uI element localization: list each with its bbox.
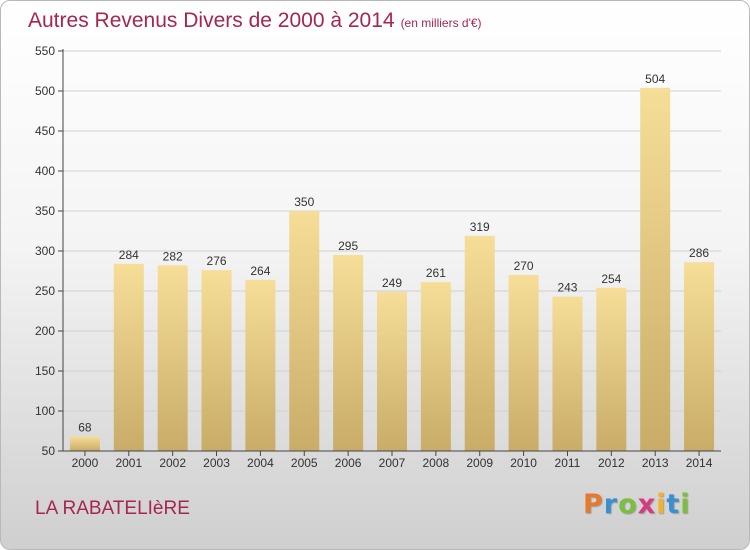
data-label: 270 [514, 259, 534, 273]
x-tick-label: 2005 [291, 456, 318, 470]
chart-title-main: Autres Revenus Divers de 2000 à 2014 [28, 9, 395, 32]
y-tick-label: 150 [35, 364, 55, 378]
bar [245, 279, 276, 451]
data-labels: 68 284 282 276 264 350 295 249 261 319 270 243 254 50… [78, 72, 709, 435]
x-tick-label: 2007 [379, 456, 406, 470]
logo-letter: P [583, 489, 604, 520]
bar [640, 87, 671, 452]
data-label: 68 [78, 421, 92, 435]
x-tick-label: 2014 [686, 456, 713, 470]
data-label: 350 [294, 195, 314, 209]
x-tick-label: 2010 [510, 456, 537, 470]
y-axis-ticks: 50 100 150 200 250 300 350 400 450 500 550 [35, 44, 63, 458]
x-tick-label: 2013 [642, 456, 669, 470]
data-label: 295 [338, 239, 358, 253]
x-axis-ticks: 2000 2001 2002 2003 2004 2005 2006 2007 2008 2009… [72, 451, 713, 470]
data-label: 286 [689, 246, 709, 260]
bar [552, 296, 583, 451]
data-label: 319 [470, 220, 490, 234]
y-tick-label: 50 [42, 444, 56, 458]
logo-letter: i [656, 489, 667, 520]
data-label: 276 [207, 254, 227, 268]
logo-letter: o [618, 489, 638, 520]
logo-letter: t [666, 489, 681, 520]
x-tick-label: 2002 [159, 456, 186, 470]
data-label: 282 [163, 249, 183, 263]
chart-title: Autres Revenus Divers de 2000 à 2014 (en … [28, 9, 482, 33]
y-tick-label: 500 [35, 84, 55, 98]
y-tick-label: 400 [35, 164, 55, 178]
x-tick-label: 2012 [598, 456, 625, 470]
y-tick-label: 250 [35, 284, 55, 298]
y-tick-label: 450 [35, 124, 55, 138]
y-tick-label: 350 [35, 204, 55, 218]
bar [377, 291, 407, 451]
data-label: 254 [601, 272, 621, 286]
data-label: 284 [119, 248, 139, 262]
x-tick-label: 2004 [247, 456, 274, 470]
x-tick-label: 2000 [72, 456, 99, 470]
x-tick-label: 2008 [423, 456, 450, 470]
bar [69, 436, 100, 451]
bar [289, 211, 320, 451]
bar [596, 287, 627, 451]
chart-subtitle: (en milliers d'€) [400, 16, 482, 30]
bar [333, 255, 364, 451]
logo-letter: x [637, 489, 657, 520]
proxiti-logo[interactable]: Proxiti [583, 489, 691, 520]
y-tick-label: 100 [35, 404, 55, 418]
bar [420, 282, 451, 451]
x-tick-label: 2009 [466, 456, 493, 470]
logo-letter: r [603, 489, 619, 520]
y-tick-label: 300 [35, 244, 55, 258]
commune-name: LA RABATELIèRE [35, 498, 190, 519]
logo-letter: i [680, 489, 691, 520]
data-label: 243 [557, 281, 577, 295]
data-label: 261 [426, 266, 446, 280]
bar [464, 235, 495, 451]
data-label: 504 [645, 72, 665, 86]
bar [201, 270, 232, 451]
bar [508, 275, 539, 451]
y-tick-label: 200 [35, 324, 55, 338]
x-tick-label: 2011 [555, 456, 581, 470]
bar [684, 262, 715, 451]
bar [113, 263, 144, 451]
data-label: 249 [382, 276, 402, 290]
data-label: 264 [250, 264, 270, 278]
bars [69, 87, 715, 452]
y-tick-label: 550 [35, 44, 55, 58]
x-tick-label: 2003 [203, 456, 230, 470]
bar [157, 265, 188, 451]
axes [62, 49, 721, 452]
x-tick-label: 2006 [335, 456, 362, 470]
x-tick-label: 2001 [115, 456, 142, 470]
